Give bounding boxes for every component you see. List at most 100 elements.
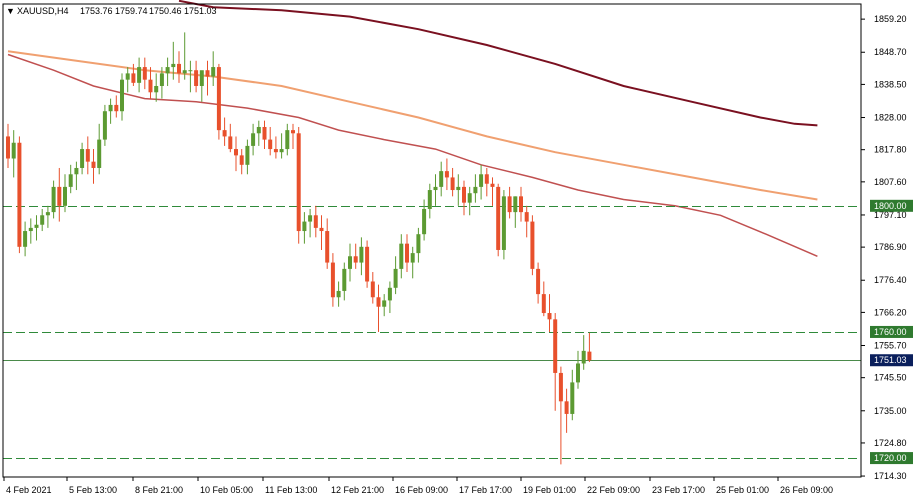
candle xyxy=(558,366,563,465)
candle-body xyxy=(273,149,278,153)
price-tag-bg xyxy=(870,325,913,338)
candle xyxy=(319,215,324,250)
candle xyxy=(194,60,199,93)
y-tick-label: 1817.80 xyxy=(874,145,907,155)
candle-body xyxy=(507,196,512,213)
candle-body xyxy=(45,212,50,216)
candle xyxy=(68,164,73,194)
candle xyxy=(108,98,113,124)
candle xyxy=(11,130,16,178)
x-tick-label: 19 Feb 01:00 xyxy=(523,485,576,495)
candle xyxy=(23,221,28,257)
candle-body xyxy=(142,67,147,80)
y-tick-label: 1735.00 xyxy=(874,406,907,416)
candle-body xyxy=(285,130,290,150)
candle-body xyxy=(63,186,67,206)
candle-body xyxy=(23,231,28,247)
candle-body xyxy=(524,212,529,222)
x-tick-label: 17 Feb 17:00 xyxy=(459,485,512,495)
candle-body xyxy=(11,142,16,159)
candle xyxy=(120,73,124,121)
y-tick-label: 1714.30 xyxy=(874,471,907,481)
candle-body xyxy=(80,149,85,168)
candle xyxy=(536,262,541,304)
candle-body xyxy=(513,196,518,213)
candle xyxy=(102,104,107,146)
candle-body xyxy=(91,161,96,168)
candle xyxy=(564,388,569,433)
candle xyxy=(273,136,278,159)
candle-body xyxy=(467,193,472,203)
candle xyxy=(490,177,495,206)
ohlc-high: 1759.74 xyxy=(115,6,148,16)
chart-header: ▼ XAUUSD,H4 1753.76 1759.74 1750.46 1751… xyxy=(6,6,217,16)
candle xyxy=(427,183,432,219)
candle xyxy=(125,67,130,93)
level-price-tag: 1760.00 xyxy=(870,325,913,338)
x-tick-label: 16 Feb 09:00 xyxy=(395,485,448,495)
candle-body xyxy=(519,196,523,213)
candle-body xyxy=(114,104,119,112)
x-tick-label: 26 Feb 09:00 xyxy=(780,485,833,495)
candle-body xyxy=(484,174,489,184)
price-tag-label: 1751.03 xyxy=(874,355,907,365)
candle xyxy=(154,73,159,102)
candle xyxy=(85,136,90,175)
candle xyxy=(484,167,489,197)
y-tick-label: 1807.60 xyxy=(874,177,907,187)
level-price-tag: 1720.00 xyxy=(870,452,913,465)
candle-body xyxy=(547,313,552,320)
candle-body xyxy=(433,186,438,191)
candle xyxy=(473,174,478,203)
price-axis: 1859.20 1848.70 1838.50 1828.00 1817.80 1807.… xyxy=(861,14,907,481)
candle xyxy=(405,234,409,273)
candle xyxy=(80,142,85,175)
candle-body xyxy=(268,139,273,150)
candle xyxy=(524,205,529,238)
ohlc-open: 1753.76 xyxy=(80,6,113,16)
candle xyxy=(365,240,370,288)
candle-body xyxy=(97,139,102,168)
price-tag-bg xyxy=(870,354,913,367)
y-tick-label: 1797.10 xyxy=(874,210,907,220)
current-price-tag: 1751.03 xyxy=(870,354,913,367)
candle xyxy=(496,183,501,257)
candle-body xyxy=(496,186,501,250)
symbol-label: XAUUSD,H4 xyxy=(17,6,69,16)
candle-body xyxy=(17,142,22,247)
y-tick-label: 1828.00 xyxy=(874,113,907,123)
candle-body xyxy=(199,70,204,86)
candle-body xyxy=(159,73,164,86)
candle xyxy=(330,253,335,307)
candle xyxy=(382,294,387,317)
candle-body xyxy=(57,186,62,206)
candle-body xyxy=(85,149,90,162)
candle xyxy=(348,243,352,282)
candle-body xyxy=(108,104,113,112)
candle-body xyxy=(479,174,484,187)
candle xyxy=(205,60,210,96)
candle xyxy=(467,186,472,216)
candle-body xyxy=(348,256,352,269)
candle-body xyxy=(427,190,432,209)
candle-body xyxy=(279,149,284,153)
dropdown-arrow-icon[interactable]: ▼ xyxy=(6,6,15,16)
ohlc-close: 1751.03 xyxy=(184,6,217,16)
level-lines xyxy=(3,206,861,459)
candle-body xyxy=(325,231,330,263)
candle xyxy=(439,161,444,197)
candle-body xyxy=(530,221,535,269)
candle xyxy=(171,41,176,80)
candle xyxy=(51,180,56,219)
candle xyxy=(570,369,575,421)
price-tag-bg xyxy=(870,199,913,212)
candle-body xyxy=(536,268,541,295)
candle-body xyxy=(462,186,466,203)
candle xyxy=(285,123,290,156)
candles xyxy=(6,32,592,465)
candle-body xyxy=(194,70,199,86)
candle xyxy=(308,208,313,238)
candle-body xyxy=(444,171,449,178)
candle xyxy=(387,281,392,314)
